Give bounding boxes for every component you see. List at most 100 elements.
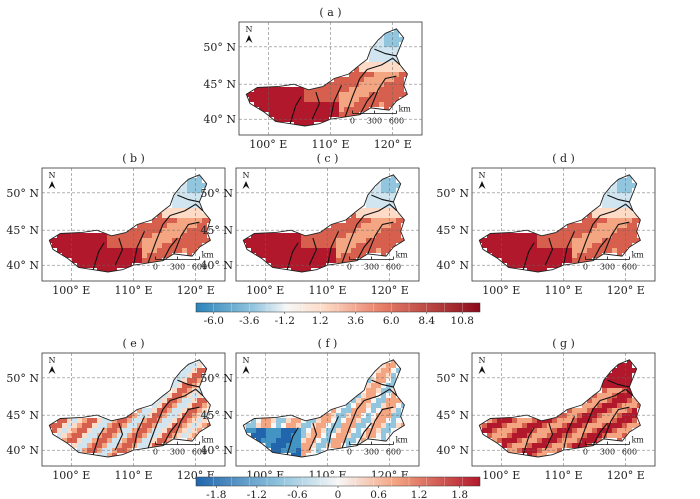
raster-cell <box>381 198 386 203</box>
raster-cell <box>542 243 547 248</box>
raster-cell <box>279 87 284 92</box>
raster-cell <box>301 268 306 272</box>
raster-cell <box>627 233 632 238</box>
league-boundary <box>363 203 398 217</box>
raster-cell <box>527 243 532 248</box>
raster-cell <box>607 383 612 388</box>
raster-cell <box>296 268 301 272</box>
raster-cell <box>261 433 266 438</box>
raster-cell <box>97 253 102 258</box>
raster-cell <box>87 253 92 258</box>
raster-cell <box>567 413 572 418</box>
raster-cell <box>301 443 306 448</box>
raster-cell <box>597 248 602 253</box>
raster-cell <box>627 418 632 423</box>
raster-cell <box>512 243 517 248</box>
raster-cell <box>607 208 612 213</box>
region-outline <box>245 28 408 127</box>
lat-tick-label: 40° N <box>200 444 233 457</box>
raster-cell <box>371 398 376 403</box>
raster-cell <box>344 92 349 97</box>
raster-cell <box>157 238 162 243</box>
raster-cell <box>167 208 172 213</box>
raster-cell <box>152 218 157 223</box>
raster-cell <box>617 418 622 423</box>
raster-cell <box>296 253 301 258</box>
raster-cell <box>389 67 394 72</box>
raster-cell <box>87 248 92 253</box>
raster-cell <box>617 223 622 228</box>
raster-cell <box>254 92 259 97</box>
raster-cell <box>389 82 394 87</box>
raster-cell <box>309 112 314 117</box>
raster-cell <box>316 253 321 258</box>
raster-cell <box>361 238 366 243</box>
raster-cell <box>289 102 294 107</box>
raster-cell <box>399 82 404 87</box>
raster-cell <box>627 363 632 368</box>
raster-cell <box>202 403 207 408</box>
raster-cell <box>557 443 562 448</box>
raster-cell <box>617 363 622 368</box>
raster-cell <box>497 243 502 248</box>
raster-cell <box>192 363 197 368</box>
raster-cell <box>374 72 379 77</box>
raster-cell <box>192 373 197 378</box>
league-boundary <box>366 57 401 71</box>
raster-cell <box>592 418 597 423</box>
raster-cell <box>376 428 381 433</box>
raster-cell <box>572 443 577 448</box>
raster-cell <box>522 433 527 438</box>
raster-cell <box>582 253 587 258</box>
raster-cell <box>331 423 336 428</box>
raster-cell <box>202 223 207 228</box>
raster-cell <box>296 418 301 423</box>
raster-cell <box>607 198 612 203</box>
raster-cell <box>379 102 384 107</box>
raster-cell <box>192 433 197 438</box>
raster-cell <box>157 408 162 413</box>
raster-cell <box>502 243 507 248</box>
raster-cell <box>607 218 612 223</box>
raster-cell <box>92 248 97 253</box>
raster-cell <box>311 448 316 453</box>
raster-cell <box>394 82 399 87</box>
raster-cell <box>597 438 602 443</box>
raster-cell <box>162 228 167 233</box>
scalebar-label: 0 <box>583 448 588 457</box>
raster-cell <box>522 238 527 243</box>
raster-cell <box>356 248 361 253</box>
raster-cell <box>552 428 557 433</box>
raster-cell <box>182 203 187 208</box>
raster-cell <box>512 423 517 428</box>
raster-cell <box>602 198 607 203</box>
raster-cell <box>602 248 607 253</box>
raster-cell <box>632 418 637 423</box>
raster-cell <box>602 423 607 428</box>
raster-cell <box>72 433 77 438</box>
raster-cell <box>532 418 537 423</box>
raster-cell <box>567 428 572 433</box>
raster-cell <box>321 448 326 453</box>
raster-cell <box>582 228 587 233</box>
raster-cell <box>329 107 334 112</box>
scalebar-label: 0 <box>347 448 352 457</box>
raster-cell <box>142 443 147 448</box>
raster-cell <box>394 42 399 47</box>
raster-cell <box>336 223 341 228</box>
raster-cell <box>381 203 386 208</box>
raster-cell <box>562 418 567 423</box>
raster-cell <box>361 248 366 253</box>
league-boundary <box>162 422 178 446</box>
raster-cell <box>396 403 401 408</box>
raster-cell <box>142 413 147 418</box>
raster-cell <box>577 238 582 243</box>
raster-cell <box>296 233 301 238</box>
raster-cell <box>602 428 607 433</box>
raster-cell <box>349 77 354 82</box>
raster-cell <box>331 408 336 413</box>
raster-cell <box>137 248 142 253</box>
raster-cell <box>256 423 261 428</box>
lat-tick-label: 40° N <box>6 259 39 272</box>
raster-cell <box>147 423 152 428</box>
